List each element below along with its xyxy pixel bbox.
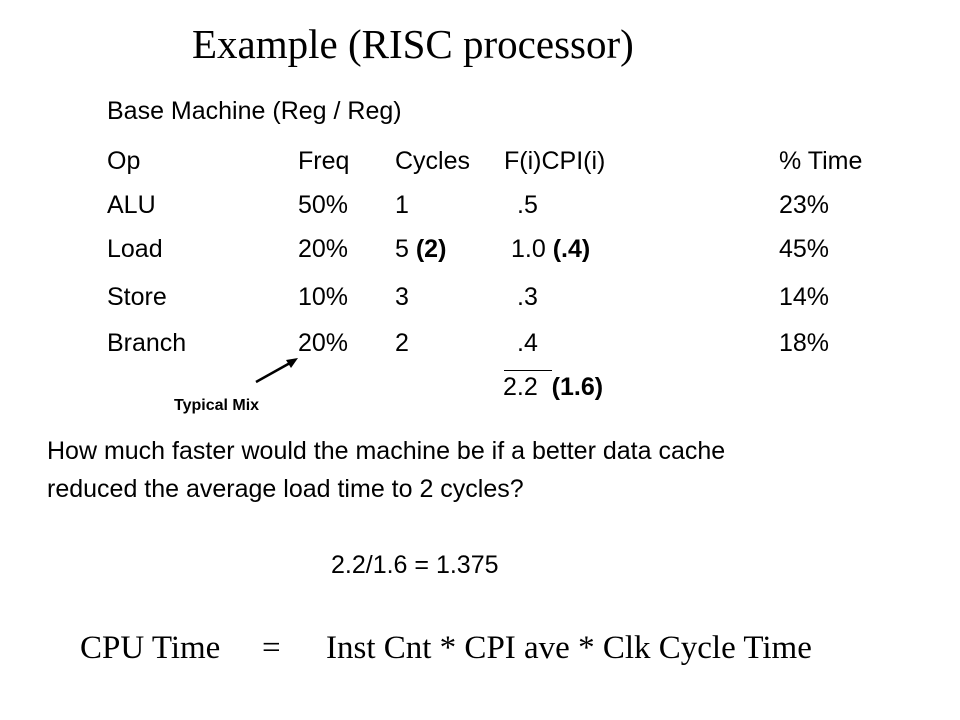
- row-branch-op: Branch: [107, 329, 187, 357]
- row-load-op: Load: [107, 235, 163, 263]
- total-cpi-alt: (1.6): [551, 373, 604, 401]
- row-store-fcpi: .3: [517, 283, 538, 311]
- row-store-cycles: 3: [395, 283, 409, 311]
- row-store-op: Store: [107, 283, 167, 311]
- row-branch-fcpi: .4: [517, 329, 538, 357]
- row-branch-time: 18%: [779, 329, 830, 357]
- header-fcpi: F(i)CPI(i): [504, 147, 606, 175]
- question-line-1: How much faster would the machine be if …: [47, 437, 726, 465]
- formula-lhs: CPU Time: [80, 630, 221, 666]
- row-load-cycles-value: 5: [395, 235, 409, 263]
- row-alu-cycles: 1: [395, 191, 409, 219]
- row-branch-freq: 20%: [298, 329, 349, 357]
- row-alu-op: ALU: [107, 191, 156, 219]
- annotation-label: Typical Mix: [174, 397, 260, 414]
- row-alu-time: 23%: [779, 191, 830, 219]
- row-load-fcpi-value: 1.0: [511, 235, 546, 263]
- header-cycles: Cycles: [395, 147, 471, 175]
- formula-equals: =: [262, 630, 281, 666]
- header-op: Op: [107, 147, 141, 175]
- header-freq: Freq: [298, 147, 350, 175]
- row-branch-cycles: 2: [395, 329, 409, 357]
- row-load-fcpi-alt: (.4): [552, 235, 591, 263]
- subtitle: Base Machine (Reg / Reg): [107, 97, 402, 125]
- row-load-cycles: 5 (2): [395, 234, 446, 264]
- annotation-arrow: [255, 358, 298, 384]
- row-load-freq: 20%: [298, 235, 349, 263]
- row-load-fcpi: 1.0 (.4): [511, 234, 590, 264]
- answer: 2.2/1.6 = 1.375: [331, 551, 499, 579]
- row-store-time: 14%: [779, 283, 830, 311]
- sum-line: [504, 370, 552, 371]
- row-alu-freq: 50%: [298, 191, 349, 219]
- slide-title: Example (RISC processor): [192, 21, 634, 67]
- row-alu-fcpi: .5: [517, 191, 538, 219]
- header-time: % Time: [779, 147, 863, 175]
- formula-rhs: Inst Cnt * CPI ave * Clk Cycle Time: [326, 630, 812, 666]
- question-line-2: reduced the average load time to 2 cycle…: [47, 475, 524, 503]
- row-load-time: 45%: [779, 235, 830, 263]
- row-store-freq: 10%: [298, 283, 349, 311]
- total-cpi-value: 2.2: [503, 373, 538, 401]
- total-cpi: 2.2 (1.6): [503, 372, 603, 402]
- row-load-cycles-alt: (2): [415, 235, 447, 263]
